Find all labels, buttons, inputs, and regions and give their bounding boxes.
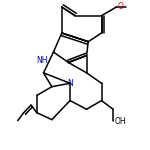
Text: N: N xyxy=(67,79,73,88)
Text: OH: OH xyxy=(115,117,126,126)
Text: NH: NH xyxy=(37,56,48,65)
Text: O: O xyxy=(118,3,124,12)
